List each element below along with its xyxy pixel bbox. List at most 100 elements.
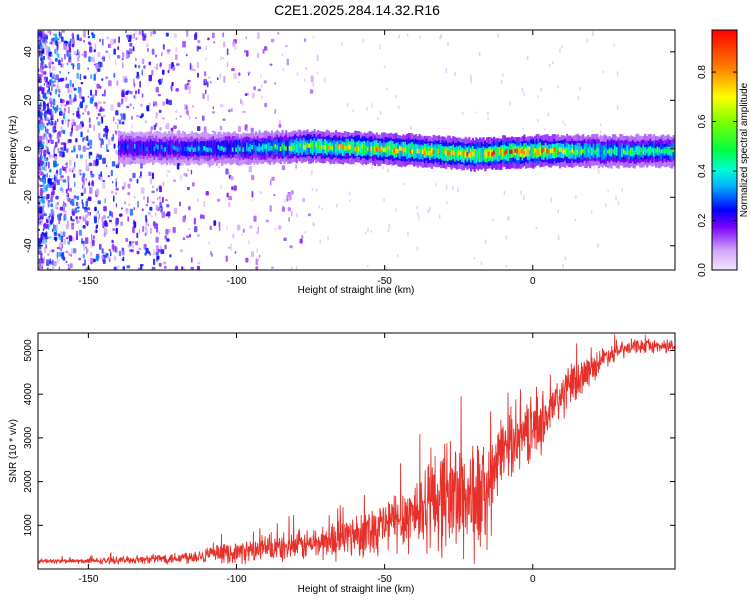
spectrogram-cell <box>38 36 41 40</box>
spectrogram-cell <box>113 73 116 78</box>
spectrogram-cell <box>72 83 74 88</box>
spectrogram-cell <box>55 74 59 80</box>
spectrogram-cell <box>136 178 139 184</box>
spectrogram-cell <box>619 145 622 160</box>
spectrogram-cell <box>195 32 198 38</box>
spectrogram-cell <box>391 164 393 168</box>
spectrogram-cell <box>73 195 77 199</box>
spectrogram-cell <box>414 143 418 159</box>
spectrogram-cell <box>110 38 114 45</box>
spectrogram-cell <box>578 146 581 155</box>
spectrogram-cell <box>57 78 60 83</box>
spectrogram-cell <box>114 59 117 66</box>
spectrogram-cell <box>589 145 592 155</box>
spectrogram-cell <box>63 215 66 222</box>
spectrogram-cell <box>63 129 66 135</box>
spectrogram-cell <box>94 230 96 234</box>
spectrogram-cell <box>55 195 59 200</box>
spectrogram-cell <box>71 118 75 125</box>
spectrogram-cell <box>78 91 82 99</box>
spectrogram-cell <box>138 30 142 35</box>
spectrogram-cell <box>347 144 350 150</box>
spectrogram-cell <box>73 173 76 178</box>
spectrogram-cell <box>282 67 285 72</box>
spectrogram-cell <box>370 230 372 233</box>
spectrogram-y-label: Frequency (Hz) <box>8 116 19 185</box>
spectrogram-cell <box>61 30 65 33</box>
spectrogram-y-ticks: -40 -20 0 20 40 <box>23 46 675 253</box>
spectrogram-cell <box>61 146 64 150</box>
spectrogram-cell <box>312 222 315 227</box>
spectrogram-cell <box>587 148 590 158</box>
spectrogram-cell <box>108 53 111 60</box>
spectrogram-cell <box>173 125 177 129</box>
spectrogram-cell <box>228 109 231 113</box>
spectrogram-cell <box>226 140 229 156</box>
spectrogram-cell <box>153 124 156 130</box>
spectrogram-cell <box>38 110 41 117</box>
spectrogram-cell <box>66 83 69 89</box>
spectrogram-cell <box>93 73 96 81</box>
spectrogram-cell <box>111 244 114 250</box>
spectrogram-cell <box>90 257 94 264</box>
spectrogram-cell <box>67 71 70 74</box>
spectrogram-cell <box>174 146 178 151</box>
spectrogram-cell <box>113 255 116 261</box>
colorbar-tick-label: 0.2 <box>697 213 708 227</box>
spectrogram-cell <box>203 126 207 133</box>
spectrogram-cell <box>39 221 42 224</box>
spectrogram-cell <box>83 217 87 222</box>
spectrogram-cell <box>46 128 49 135</box>
spectrogram-cell <box>50 118 54 121</box>
spectrogram-cell <box>46 138 48 146</box>
spectrogram-cell <box>108 248 111 252</box>
y-tick-label: 0 <box>23 146 34 152</box>
spectrogram-cell <box>106 128 109 134</box>
spectrogram-cell <box>334 144 338 153</box>
spectrogram-cell <box>109 210 112 217</box>
spectrogram-cell <box>311 188 314 191</box>
spectrogram-cell <box>41 154 43 160</box>
spectrogram-cell <box>82 202 84 209</box>
spectrogram-cell <box>68 46 72 53</box>
spectrogram-cell <box>50 188 53 193</box>
spectrogram-cell <box>615 147 618 156</box>
spectrogram-cell <box>164 235 168 240</box>
spectrogram-cell <box>166 51 170 55</box>
spectrogram-cell <box>45 117 49 122</box>
spectrogram-cell <box>100 115 103 122</box>
spectrogram-cell <box>187 79 191 82</box>
spectrogram-cell <box>102 180 106 182</box>
spectrogram-cell <box>301 234 304 240</box>
spectrogram-cell <box>102 259 106 265</box>
spectrogram-cell <box>40 269 43 270</box>
spectrogram-cell <box>101 216 104 223</box>
spectrogram-cell <box>263 144 266 149</box>
spectrogram-cell <box>118 145 121 151</box>
spectrogram-cell <box>152 30 156 35</box>
spectrogram-cell <box>540 87 542 92</box>
spectrogram-cell <box>87 212 91 216</box>
spectrogram-cell <box>58 251 62 257</box>
spectrogram-cell <box>132 106 135 109</box>
spectrogram-cell <box>87 111 90 115</box>
spectrogram-cell <box>138 176 142 179</box>
spectrogram-cell <box>318 205 321 209</box>
spectrogram-cell <box>159 62 162 67</box>
spectrogram-cell <box>49 175 51 178</box>
colorbar-tick-label: 0.0 <box>697 263 708 277</box>
spectrogram-cell <box>76 63 81 70</box>
spectrogram-cell <box>505 235 508 240</box>
spectrogram-cell <box>167 69 170 74</box>
spectrogram-cell <box>224 147 227 152</box>
spectrogram-cell <box>107 138 111 146</box>
spectrogram-cell <box>396 254 399 258</box>
spectrogram-cell <box>503 190 506 196</box>
spectrogram-cell <box>543 165 546 169</box>
spectrogram-cell <box>182 41 186 48</box>
spectrogram-cell <box>162 147 165 152</box>
spectrogram-cell <box>169 143 172 153</box>
spectrogram-cell <box>564 123 567 126</box>
spectrogram-cell <box>161 117 166 120</box>
spectrogram-cell <box>642 150 645 155</box>
